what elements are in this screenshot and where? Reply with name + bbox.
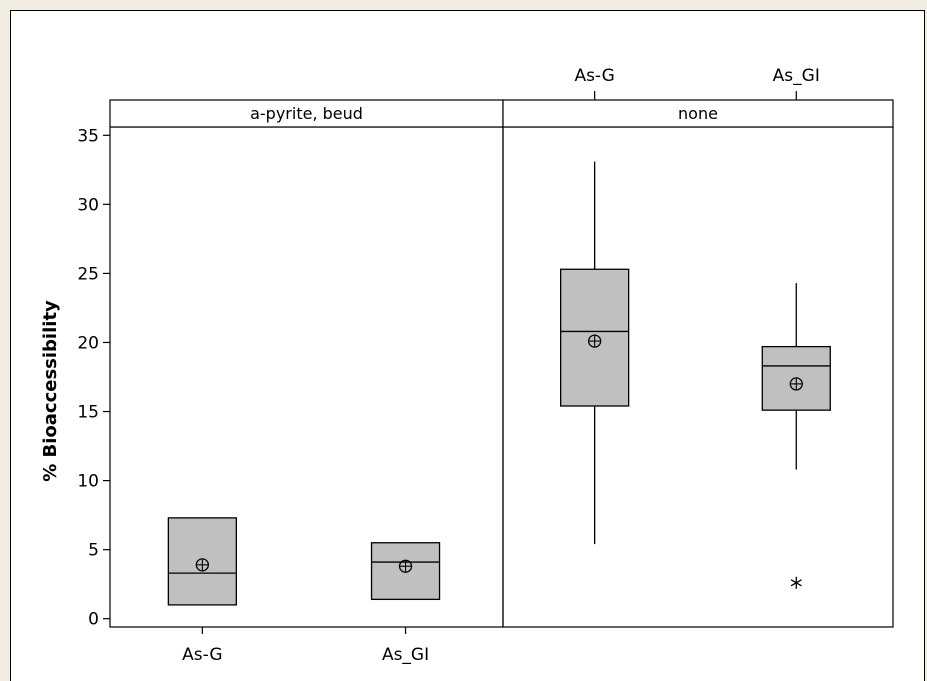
outlier-stroke [790,579,802,587]
y-tick-label: 5 [88,541,99,561]
box-group [761,283,831,589]
panel-strip [502,99,894,128]
outlier-point [790,576,802,589]
x-tick-label: As-G [182,645,222,665]
x-tick-label-top: As-G [574,66,614,86]
y-tick-label: 35 [77,126,99,146]
panel-strip-label: a-pyrite, beud [250,104,363,123]
y-tick-label: 15 [77,403,99,423]
y-tick-label: 25 [77,264,99,284]
y-tick-label: 0 [88,610,99,630]
box-group [370,542,441,601]
box-iqr [370,542,441,601]
y-tick-label: 10 [77,472,99,492]
box-group [560,161,630,545]
x-tick-label: As_GI [382,645,429,665]
panel-strip-label: none [678,104,718,123]
x-tick-label-top: As_GI [773,66,820,86]
y-tick-label: 20 [77,333,99,353]
y-tick-label: 30 [77,195,99,215]
box-group [167,517,238,606]
y-axis-label: % Bioaccessibility [40,300,61,482]
